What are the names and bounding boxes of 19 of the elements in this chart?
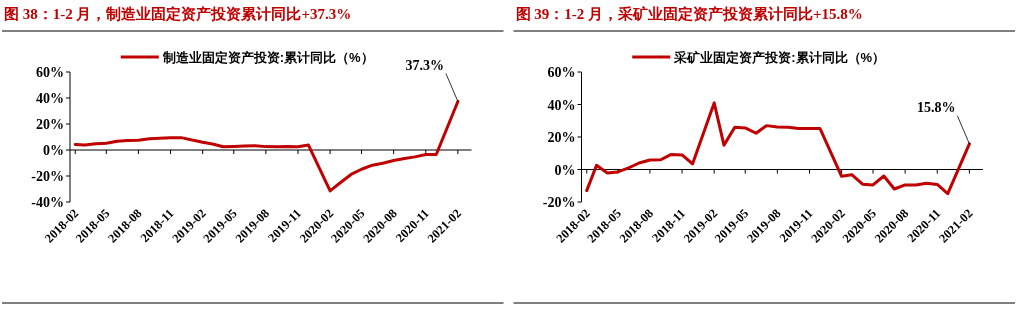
y-tick-label: 40% [36, 91, 64, 106]
legend-label: 采矿业固定资产投资:累计同比（%） [673, 50, 886, 65]
chart-title: 图 38：1-2 月，制造业固定资产投资累计同比+37.3% [4, 5, 352, 22]
y-tick-label: -20% [542, 195, 576, 210]
legend-label: 制造业固定资产投资:累计同比（%） [161, 50, 374, 65]
chart-title: 图 39：1-2 月，采矿业固定资产投资累计同比+15.8% [515, 5, 863, 22]
line-series [585, 101, 971, 196]
y-tick-label: -40% [31, 195, 64, 210]
y-tick-label: 60% [547, 65, 576, 80]
y-tick-label: 20% [36, 117, 64, 132]
annotation: 37.3% [405, 57, 444, 73]
y-tick-label: 0% [43, 143, 64, 158]
line-series [73, 100, 460, 193]
y-tick-label: 40% [547, 97, 576, 113]
y-tick-label: 60% [36, 65, 64, 80]
y-tick-label: 20% [547, 130, 576, 145]
y-tick-label: 0% [554, 162, 576, 178]
y-tick-label: -20% [31, 169, 64, 184]
annotation: 15.8% [916, 99, 956, 115]
